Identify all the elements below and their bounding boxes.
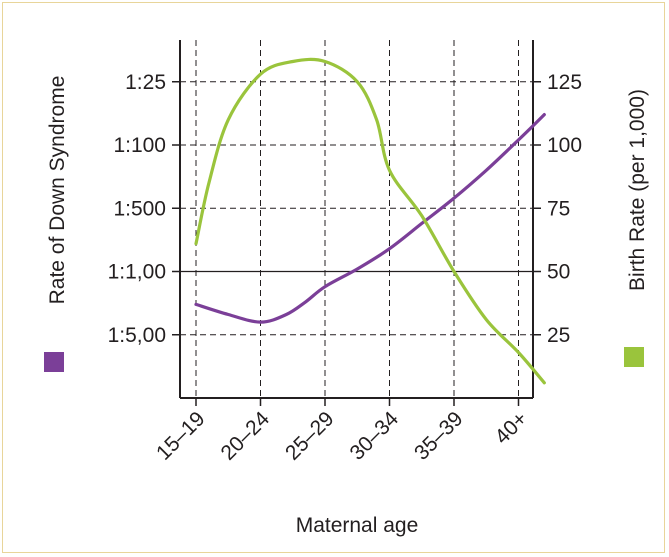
y-left-tick-label: 1:100 [113,134,166,157]
y-right-tick-label: 50 [547,261,570,284]
y-left-axis-title: Rate of Down Syndrome [46,76,69,305]
y-left-tick-label: 1:25 [125,71,166,94]
x-tick-label: 40+ [491,407,532,448]
y-left-tick-label: 1:500 [113,197,166,220]
y-left-tick-label: 1:5,00 [108,324,166,347]
y-left-tick-label: 1:1,00 [108,261,166,284]
x-tick-label: 20–24 [216,407,274,465]
x-tick-label: 25–29 [281,407,339,465]
series-line-birth-rate [194,57,546,385]
y-right-tick-label: 25 [547,324,570,347]
y-right-tick-label: 75 [547,197,570,220]
legend-swatch-down-syndrome [44,352,64,372]
x-tick-label: 30–34 [345,407,403,465]
legend-swatch-birth-rate [624,347,644,367]
y-right-tick-label: 100 [547,134,582,157]
x-tick-label: 35–39 [410,407,468,465]
axes [172,40,541,406]
y-right-tick-label: 125 [547,71,582,94]
series-lines [194,57,546,385]
series-line-down-syndrome [194,113,546,324]
tick-labels: 1:25 1:100 1:500 1:1,00 1:5,00 125 100 75 50 25 15… [108,71,582,465]
x-tick-label: 15–19 [152,407,210,465]
y-right-axis-title: Birth Rate (per 1,000) [626,89,649,291]
grid-lines [180,40,533,398]
x-axis-title: Maternal age [296,514,419,537]
